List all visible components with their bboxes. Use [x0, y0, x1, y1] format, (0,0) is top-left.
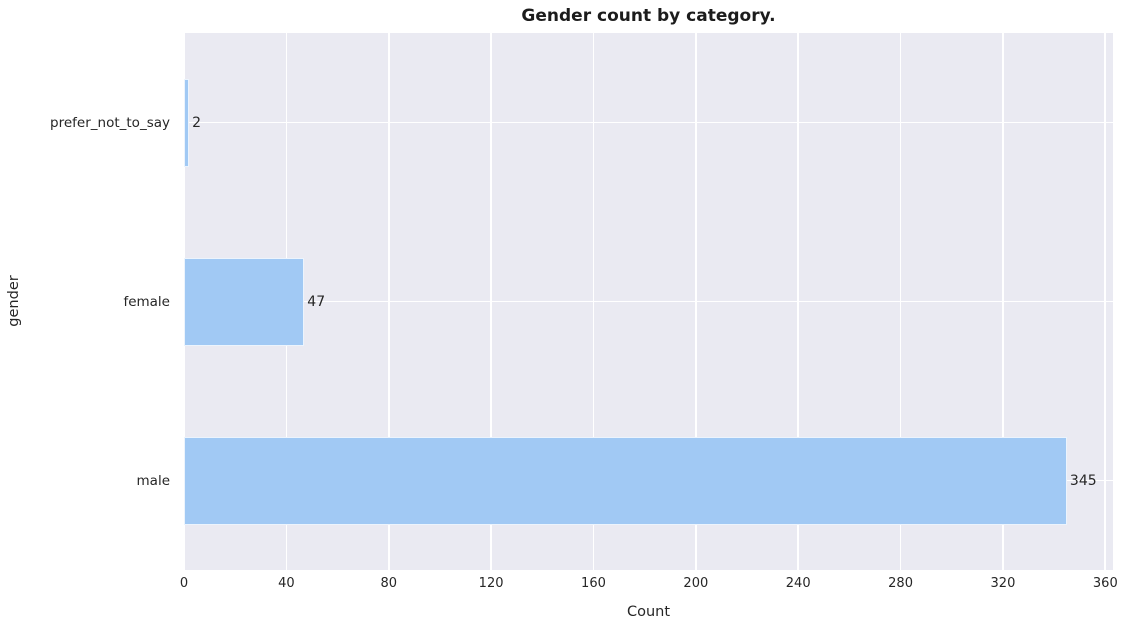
- x-tick-label: 320: [990, 576, 1016, 591]
- x-tick-label: 120: [478, 576, 504, 591]
- x-tick-label: 80: [380, 576, 398, 591]
- x-axis-label: Count: [626, 604, 671, 620]
- x-tick-label: 40: [278, 576, 295, 591]
- bar-prefer_not_to_say: [184, 78, 190, 167]
- x-tick-label: 200: [683, 576, 709, 591]
- y-tick-label-female: female: [123, 293, 170, 310]
- chart-title: Gender count by category.: [521, 6, 776, 26]
- bar-value-label: 345: [1069, 472, 1097, 489]
- bar-value-label: 47: [307, 293, 326, 310]
- x-tick-label: 360: [1092, 576, 1118, 591]
- x-tick-label: 280: [888, 576, 913, 591]
- bar-value-label: 2: [192, 114, 202, 131]
- y-tick-label-male: male: [136, 472, 170, 489]
- x-tick-label: 0: [179, 576, 189, 591]
- plot-area: [183, 33, 1113, 570]
- y-gridline: [184, 121, 1113, 124]
- bar-female: [184, 257, 305, 346]
- y-gridline: [184, 300, 1113, 303]
- x-tick-label: 240: [785, 576, 811, 591]
- x-tick-label: 160: [581, 576, 606, 591]
- y-axis-label: gender: [6, 275, 22, 327]
- y-tick-label-prefer_not_to_say: prefer_not_to_say: [50, 114, 170, 131]
- bar-male: [184, 436, 1067, 525]
